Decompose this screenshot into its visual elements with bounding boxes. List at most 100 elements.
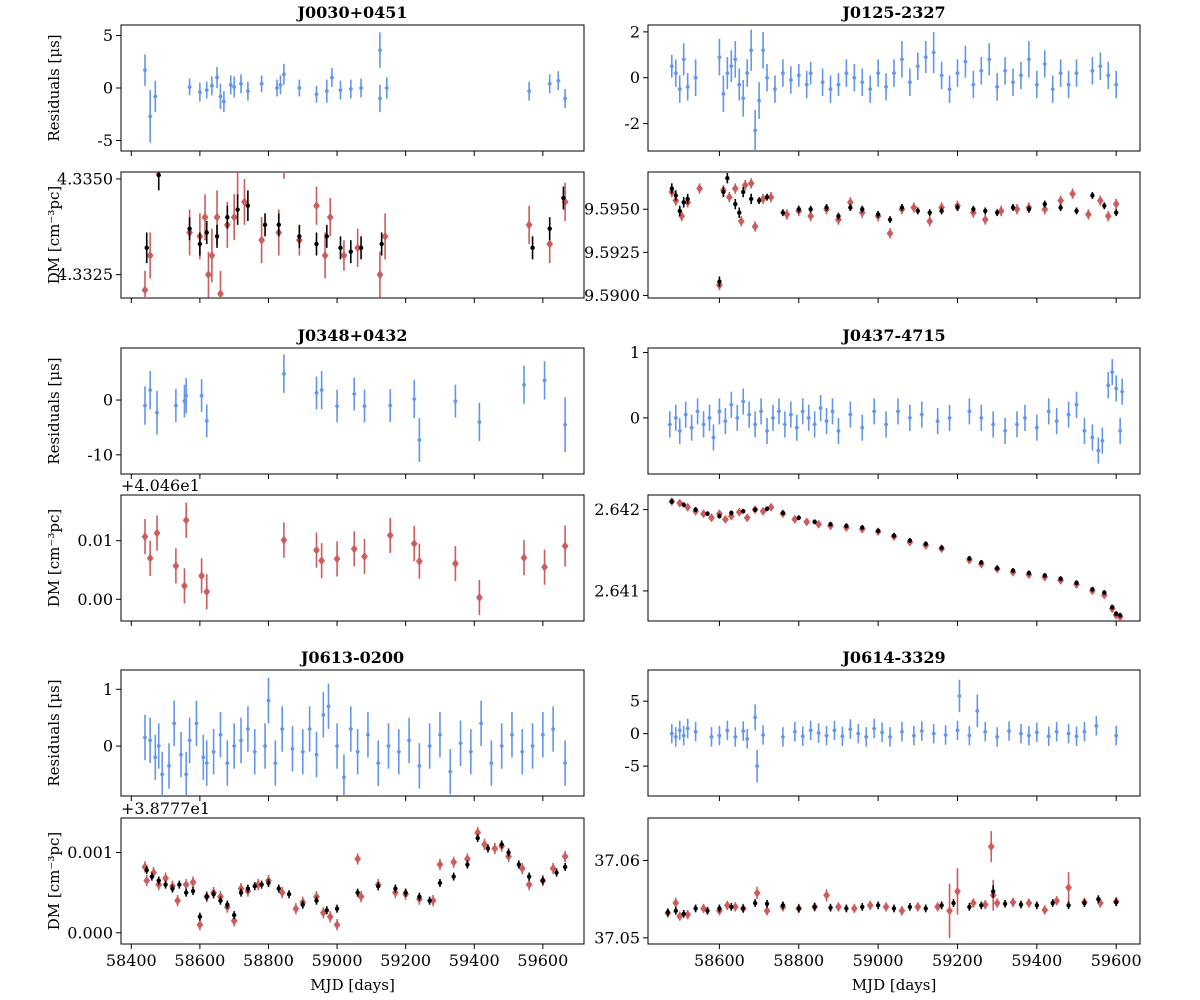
data-point: [667, 411, 673, 438]
data-point: [993, 898, 1001, 908]
data-point: [214, 67, 220, 88]
data-point: [983, 721, 988, 742]
data-point: [812, 903, 817, 911]
marker: [783, 209, 791, 219]
data-layer: [667, 359, 1125, 464]
data-point: [665, 908, 671, 917]
data-point: [209, 76, 215, 96]
marker: [911, 732, 917, 739]
marker: [1006, 728, 1012, 735]
marker: [146, 553, 154, 563]
marker: [990, 889, 996, 894]
marker: [721, 189, 726, 195]
data-point: [875, 901, 881, 910]
data-point: [987, 831, 995, 863]
marker: [520, 748, 525, 755]
data-point: [452, 545, 459, 582]
y-tick-label: 5: [630, 692, 640, 711]
data-point: [753, 886, 761, 900]
marker: [850, 903, 858, 913]
marker: [142, 734, 148, 741]
data-point: [844, 904, 849, 913]
data-point: [218, 896, 223, 905]
data-point: [411, 379, 417, 419]
data-point: [764, 899, 770, 908]
data-point: [1050, 899, 1055, 907]
data-point: [990, 411, 996, 438]
marker: [891, 533, 897, 538]
data-point: [1106, 372, 1111, 399]
data-point: [1113, 70, 1119, 99]
data-point: [561, 186, 566, 210]
data-point: [156, 723, 161, 769]
marker: [516, 862, 522, 867]
y-offset-label: +3.8777e1: [121, 799, 210, 818]
marker: [737, 81, 742, 88]
series-residual: [667, 359, 1125, 464]
data-point: [204, 81, 209, 99]
marker: [887, 733, 893, 740]
data-point: [934, 902, 942, 912]
data-point: [796, 515, 801, 521]
marker: [214, 234, 220, 239]
marker: [943, 731, 948, 738]
marker: [355, 890, 360, 895]
marker: [499, 842, 504, 847]
data-point: [491, 842, 499, 855]
data-point: [783, 209, 791, 220]
marker: [156, 878, 161, 883]
marker: [142, 402, 148, 409]
marker: [384, 85, 390, 91]
data-point: [1002, 899, 1008, 908]
data-point: [381, 213, 389, 260]
marker: [297, 85, 302, 91]
data-point: [971, 70, 976, 99]
marker: [957, 692, 962, 699]
data-point: [788, 401, 794, 428]
marker: [753, 888, 761, 898]
marker: [376, 884, 381, 889]
data-point: [319, 371, 324, 410]
data-point: [729, 391, 734, 418]
data-point: [939, 901, 944, 910]
panel-12: 37.05 37.06 58600 58800 59000 59200 59400 59600…: [594, 817, 1142, 994]
marker: [447, 768, 453, 775]
marker: [314, 91, 319, 98]
series-dm_model: [141, 826, 569, 931]
marker: [883, 83, 889, 90]
series-dm_measured: [669, 499, 1123, 618]
data-point: [899, 204, 905, 211]
panel-2: J0125-2327 -2 0 2: [624, 3, 1141, 156]
marker: [266, 697, 271, 704]
marker: [705, 908, 710, 913]
data-point: [1042, 573, 1047, 578]
data-point: [780, 209, 786, 217]
data-point: [967, 555, 972, 561]
axes-frame: [647, 171, 1141, 299]
data-point: [684, 909, 692, 920]
data-point: [887, 727, 893, 747]
marker: [1002, 67, 1008, 74]
data-point: [907, 404, 913, 431]
marker: [334, 403, 340, 410]
data-point: [187, 78, 192, 96]
marker: [791, 514, 799, 524]
series-residual: [142, 354, 568, 462]
marker: [907, 414, 913, 421]
marker: [171, 720, 177, 727]
marker: [147, 737, 153, 744]
data-point: [731, 183, 739, 194]
data-point: [163, 880, 168, 889]
data-point: [808, 205, 813, 213]
data-point: [142, 54, 148, 86]
marker: [221, 98, 227, 105]
marker: [946, 906, 953, 916]
marker: [939, 903, 944, 908]
data-layer: [142, 677, 568, 796]
y-tick-label: 0.001: [67, 843, 113, 862]
y-tick-label: -5: [624, 757, 640, 776]
data-point: [170, 884, 175, 893]
data-point: [677, 720, 682, 741]
data-point: [693, 59, 698, 97]
marker: [153, 528, 161, 538]
